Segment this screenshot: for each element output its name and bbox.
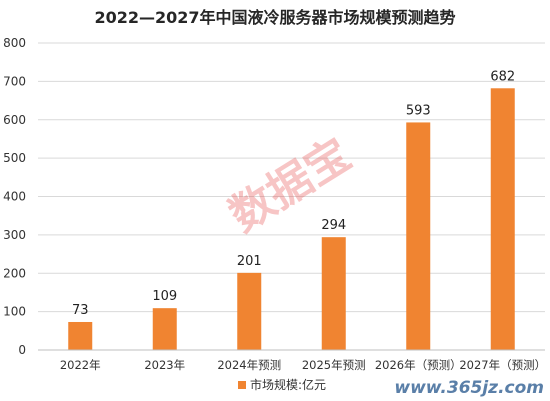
x-tick-label: 2024年预测 — [217, 358, 281, 372]
data-label: 201 — [237, 254, 262, 269]
data-label: 73 — [72, 303, 89, 318]
bar — [237, 272, 262, 350]
y-tick-label: 800 — [3, 36, 26, 50]
x-tick-label: 2023年 — [144, 358, 185, 372]
data-label: 294 — [321, 218, 346, 233]
x-tick-label: 2027年（预测） — [459, 358, 546, 372]
y-tick-label: 100 — [3, 305, 26, 319]
bar — [68, 321, 93, 350]
bar — [321, 237, 346, 350]
chart-title: 2022—2027年中国液冷服务器市场规模预测趋势 — [94, 8, 455, 27]
y-tick-label: 600 — [3, 113, 26, 127]
legend-label: 市场规模:亿元 — [250, 377, 326, 392]
bar — [406, 122, 431, 350]
site-watermark: www.365jz.com — [394, 378, 544, 398]
y-tick-label: 400 — [3, 190, 26, 204]
legend: 市场规模:亿元 — [238, 377, 326, 392]
data-label: 682 — [490, 69, 515, 84]
legend-swatch — [238, 381, 246, 389]
y-tick-label: 200 — [3, 266, 26, 280]
bar — [152, 308, 177, 350]
y-tick-label: 700 — [3, 74, 26, 88]
x-tick-label: 2025年预测 — [302, 358, 366, 372]
bar — [490, 88, 515, 350]
y-tick-label: 300 — [3, 228, 26, 242]
y-tick-label: 0 — [18, 343, 26, 357]
y-tick-label: 500 — [3, 151, 26, 165]
data-label: 109 — [152, 289, 177, 304]
x-tick-label: 2026年（预测） — [375, 358, 462, 372]
data-label: 593 — [406, 103, 431, 118]
x-tick-label: 2022年 — [60, 358, 101, 372]
